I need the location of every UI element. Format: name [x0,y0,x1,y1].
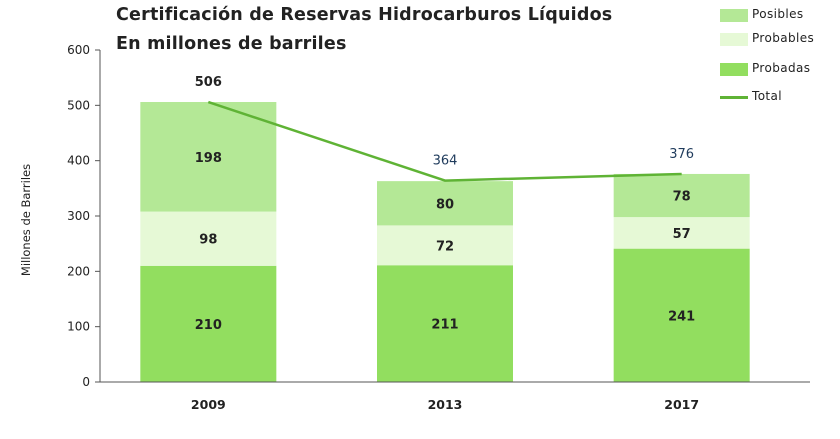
y-tick-label: 0 [82,375,90,389]
total-line [207,100,682,182]
data-label: 78 [673,190,691,205]
bar-probables-2009 [140,211,277,266]
bar-probadas-2009 [140,265,277,382]
data-label: 57 [673,227,691,242]
total-label: 506 [195,75,222,90]
legend-item-probables: Probables [720,30,835,48]
total-label: 364 [433,154,458,169]
legend-swatch-probadas [720,63,748,76]
legend-item-total: Total [720,88,835,106]
data-label: 198 [195,151,222,166]
legend-label-probables: Probables [752,31,815,45]
bar-probadas-2017 [613,248,750,382]
data-label: 98 [199,233,217,248]
data-label: 211 [431,318,458,333]
legend-item-posibles: Posibles [720,6,835,24]
y-axis-label: Millones de Barriles [19,164,33,276]
x-tick-label: 2017 [664,397,699,412]
x-tick-label: 2013 [428,397,463,412]
data-label: 210 [195,318,222,333]
legend-label-probadas: Probadas [752,61,811,75]
y-tick-label: 600 [67,43,90,57]
legend-label-total: Total [752,89,783,103]
legend-label-posibles: Posibles [752,7,804,21]
y-tick-label: 200 [67,264,90,278]
chart-subtitle: En millones de barriles [116,34,347,54]
legend-item-probadas: Probadas [720,60,835,78]
y-tick-label: 100 [67,320,90,334]
y-tick-label: 300 [67,209,90,223]
bar-probadas-2013 [377,265,513,382]
legend-swatch-posibles [720,9,748,22]
y-tick-label: 400 [67,154,90,168]
data-label: 80 [436,197,454,212]
y-tick-label: 500 [67,98,90,112]
bar-probables-2013 [377,225,513,266]
bar-posibles-2017 [613,173,750,218]
bar-posibles-2009 [140,102,277,212]
bar-posibles-2013 [377,181,513,226]
legend-line-total [720,96,748,99]
legend-swatch-probables [720,33,748,46]
total-label: 376 [669,147,694,162]
data-label: 72 [436,239,454,254]
chart-title: Certificación de Reservas Hidrocarburos … [116,5,613,25]
x-tick-label: 2009 [191,397,226,412]
bar-probables-2017 [613,217,750,249]
data-label: 241 [668,309,695,324]
